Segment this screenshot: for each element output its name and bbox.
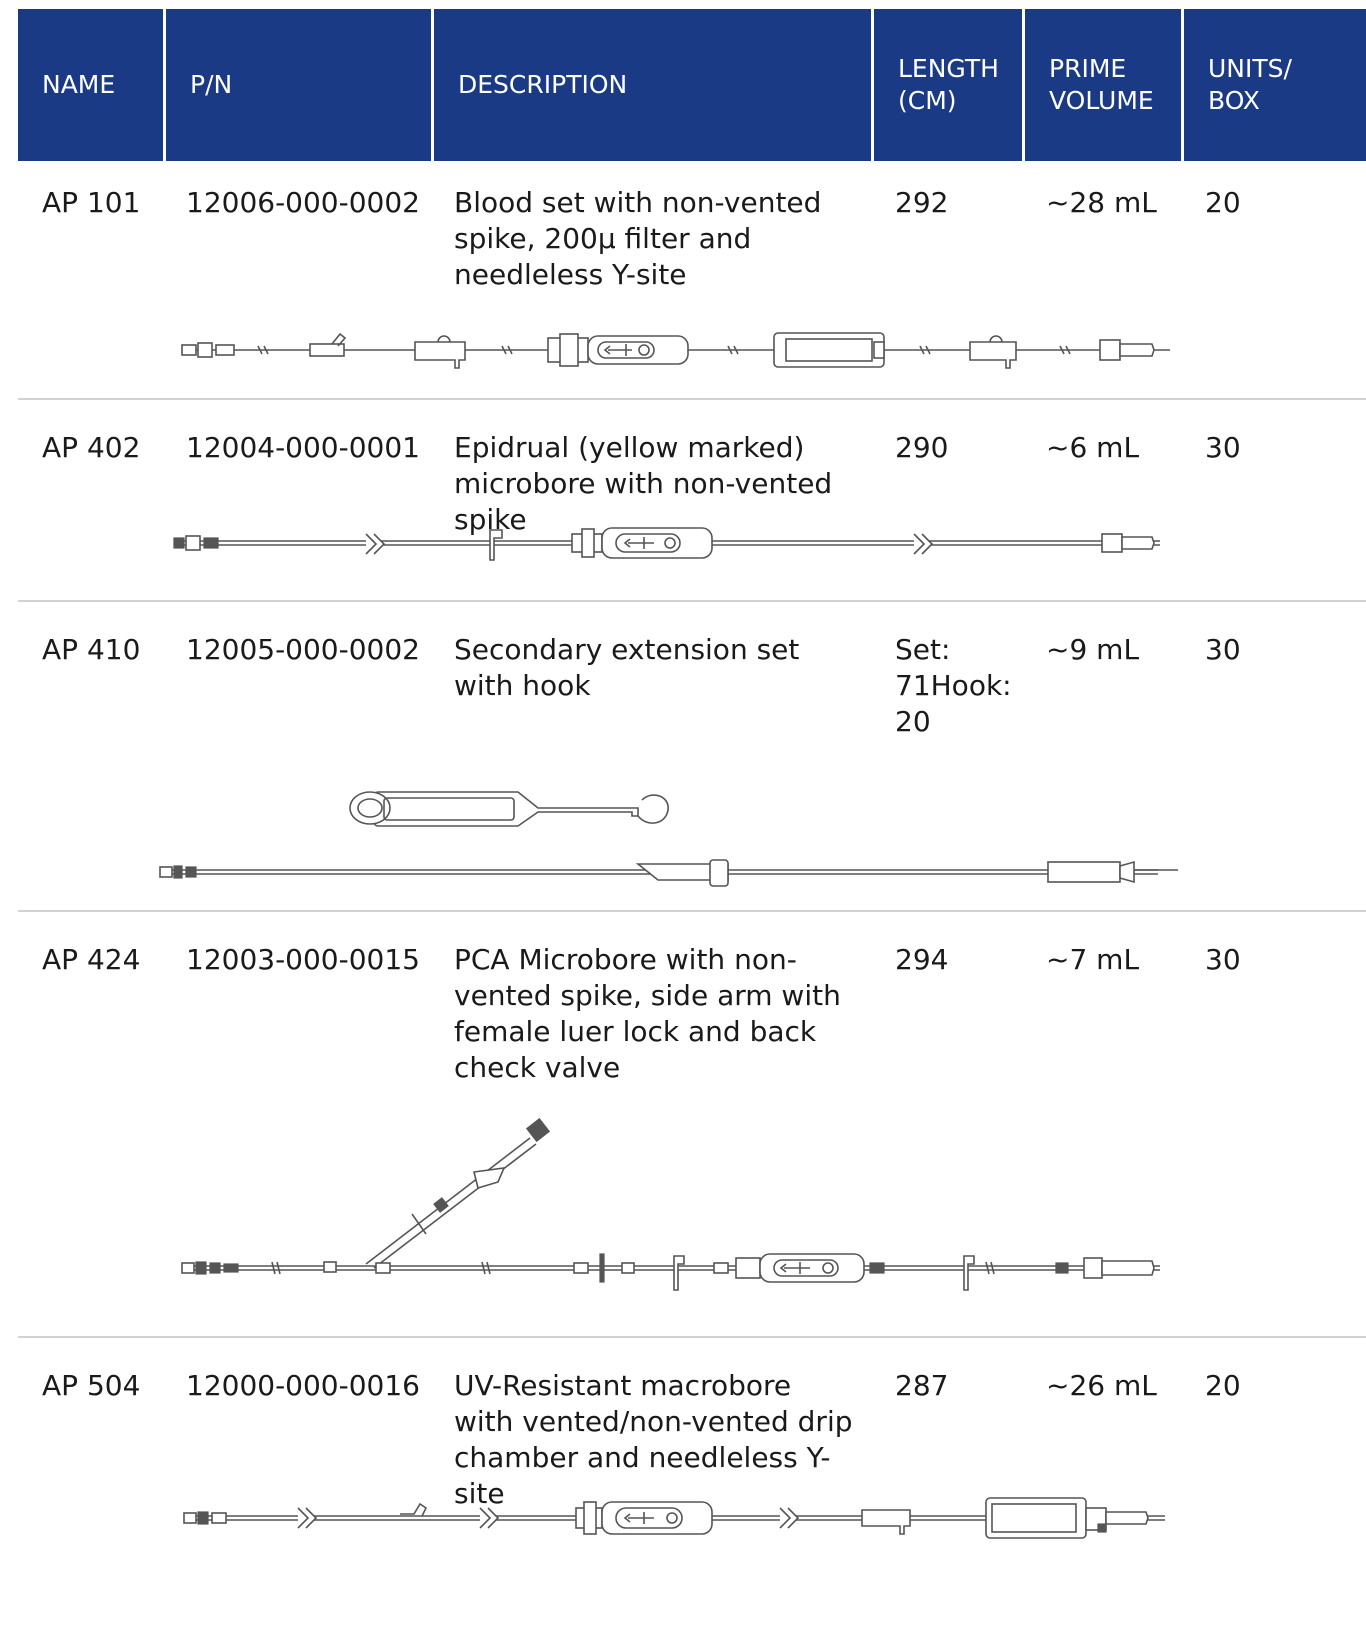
row-separator xyxy=(18,1336,1366,1338)
iv-set-drawing-icon xyxy=(173,527,1160,561)
row-units-box: 30 xyxy=(1205,633,1241,666)
hook-drawing-icon xyxy=(349,791,669,827)
row-prime-volume: ~7 mL xyxy=(1046,943,1140,976)
header-divider xyxy=(1022,9,1025,161)
row-units-box: 30 xyxy=(1205,431,1241,464)
header-prime-volume: PRIME VOLUME xyxy=(1049,54,1154,115)
row-separator xyxy=(18,910,1366,912)
row-description: UV-Resistant macrobore with vented/non-v… xyxy=(454,1369,853,1510)
row-separator xyxy=(18,600,1366,602)
row-description: PCA Microbore with non- vented spike, si… xyxy=(454,943,841,1084)
table-header: NAME P/N DESCRIPTION LENGTH (CM) PRIME V… xyxy=(18,9,1366,161)
header-name: NAME xyxy=(42,70,116,99)
header-divider xyxy=(431,9,434,161)
row-description: Secondary extension set with hook xyxy=(454,633,800,702)
row-prime-volume: ~28 mL xyxy=(1046,186,1157,219)
header-length: LENGTH (CM) xyxy=(898,54,999,115)
row-length: 287 xyxy=(895,1369,949,1402)
row-length: Set: 71Hook: 20 xyxy=(895,633,1012,738)
row-prime-volume: ~26 mL xyxy=(1046,1369,1157,1402)
header-description: DESCRIPTION xyxy=(458,70,628,99)
row-name: AP 504 xyxy=(42,1369,141,1402)
row-name: AP 410 xyxy=(42,633,141,666)
row-name: AP 101 xyxy=(42,186,141,219)
header-units-box: UNITS/ BOX xyxy=(1208,54,1292,115)
row-prime-volume: ~6 mL xyxy=(1046,431,1140,464)
row-length: 290 xyxy=(895,431,949,464)
row-separator xyxy=(18,398,1366,400)
row-units-box: 30 xyxy=(1205,943,1241,976)
row-pn: 12003-000-0015 xyxy=(186,943,420,976)
row-length: 292 xyxy=(895,186,949,219)
row-name: AP 424 xyxy=(42,943,141,976)
row-description: Epidrual (yellow marked) microbore with … xyxy=(454,431,833,536)
row-pn: 12004-000-0001 xyxy=(186,431,420,464)
header-divider xyxy=(1181,9,1184,161)
header-pn: P/N xyxy=(190,70,233,99)
row-name: AP 402 xyxy=(42,431,141,464)
header-divider xyxy=(871,9,874,161)
iv-set-drawing-icon xyxy=(181,1118,1160,1291)
row-pn: 12005-000-0002 xyxy=(186,633,420,666)
header-divider xyxy=(163,9,166,161)
iv-set-drawing-icon xyxy=(181,332,1170,369)
iv-set-drawing-icon xyxy=(159,859,1178,887)
iv-set-drawing-icon xyxy=(183,1497,1165,1539)
row-prime-volume: ~9 mL xyxy=(1046,633,1140,666)
row-description: Blood set with non-vented spike, 200µ fi… xyxy=(454,186,822,291)
row-units-box: 20 xyxy=(1205,1369,1241,1402)
row-units-box: 20 xyxy=(1205,186,1241,219)
row-length: 294 xyxy=(895,943,949,976)
row-pn: 12006-000-0002 xyxy=(186,186,420,219)
row-pn: 12000-000-0016 xyxy=(186,1369,420,1402)
